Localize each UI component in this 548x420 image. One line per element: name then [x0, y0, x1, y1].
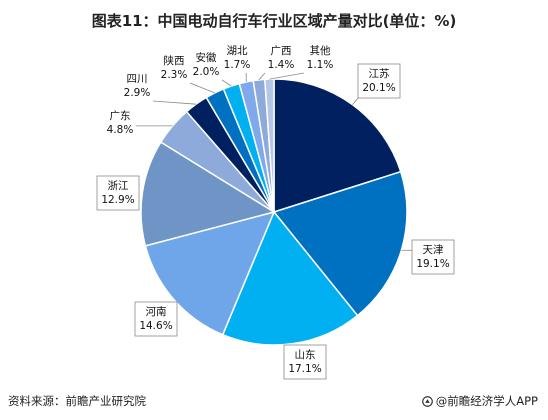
slice-name-label-7: 四川 — [127, 73, 148, 85]
slice-name-label-12: 其他 — [310, 44, 331, 57]
pie-slice-5 — [140, 141, 276, 247]
slice-value-label-5: 12.9% — [101, 194, 134, 206]
slice-name-label-11: 广西 — [271, 45, 292, 57]
pie-slice-1 — [273, 78, 402, 214]
label-box-3 — [283, 344, 327, 380]
source-note: 资料来源：前瞻产业研究院 — [8, 394, 146, 408]
slice-value-label-1: 20.1% — [362, 82, 395, 94]
label-bg-10 — [222, 41, 252, 73]
leader-line-12 — [269, 72, 305, 80]
slice-value-label-2: 19.1% — [416, 258, 449, 270]
label-box-5 — [96, 175, 140, 211]
label-bg-9 — [190, 48, 222, 80]
label-box-2 — [411, 239, 455, 275]
slice-value-label-9: 2.0% — [193, 66, 220, 78]
pie-slices — [140, 78, 408, 346]
pie-slice-2 — [272, 170, 408, 317]
brand-logo-icon — [421, 395, 433, 407]
label-bg-7 — [121, 69, 153, 101]
leader-line-8 — [189, 82, 215, 94]
slice-name-label-1: 江苏 — [369, 67, 390, 80]
slice-value-label-6: 4.8% — [107, 124, 134, 136]
slice-value-label-8: 2.3% — [161, 69, 188, 81]
slice-name-label-4: 河南 — [146, 305, 167, 318]
slice-name-label-2: 天津 — [423, 244, 444, 256]
leader-lines — [136, 72, 412, 251]
slice-name-label-5: 浙江 — [108, 180, 129, 192]
leader-line-7 — [152, 100, 197, 105]
label-box-4 — [134, 301, 178, 337]
slice-name-label-9: 安徽 — [196, 51, 217, 64]
pie-slice-4 — [144, 210, 276, 336]
brand-credit: @前瞻经济学人APP — [421, 393, 538, 409]
slice-value-label-11: 1.4% — [268, 59, 295, 71]
label-bg-12 — [304, 41, 336, 73]
leader-line-11 — [258, 72, 266, 81]
slice-value-label-12: 1.1% — [307, 59, 334, 71]
slice-labels: 江苏 20.1% 天津 19.1% 山东 17.1% 河南 14.6% 浙江 12.9% 广东 4.8… — [96, 41, 455, 380]
slice-name-label-8: 陕西 — [164, 54, 185, 67]
chart-title: 图表11：中国电动自行车行业区域产量对比(单位：%) — [91, 12, 457, 30]
label-box-1 — [357, 63, 401, 99]
pie-slice-3 — [221, 210, 359, 346]
slice-value-label-3: 17.1% — [288, 363, 321, 375]
slice-value-label-7: 2.9% — [124, 87, 151, 99]
slice-value-label-10: 1.7% — [224, 59, 251, 71]
brand-text: @前瞻经济学人APP — [435, 394, 538, 408]
slice-value-label-4: 14.6% — [139, 320, 172, 332]
slice-name-label-10: 湖北 — [227, 45, 248, 57]
label-bg-11 — [265, 41, 297, 73]
label-bg-8 — [158, 51, 190, 83]
leader-line-9 — [221, 79, 232, 87]
label-bg-6 — [104, 106, 136, 138]
slice-name-label-3: 山东 — [295, 348, 316, 361]
leader-line-1 — [352, 97, 359, 105]
slice-name-label-6: 广东 — [110, 109, 131, 122]
